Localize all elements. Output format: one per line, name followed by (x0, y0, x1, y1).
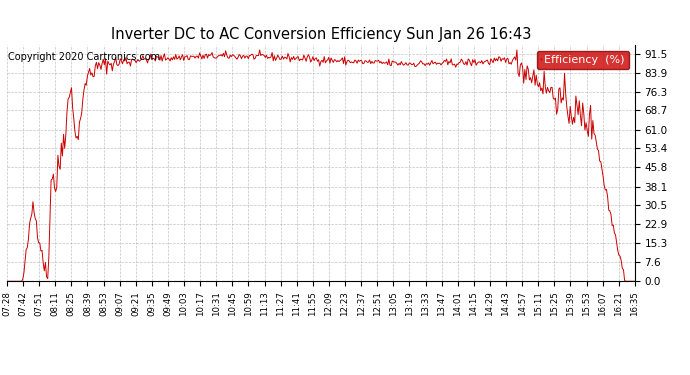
Title: Inverter DC to AC Conversion Efficiency Sun Jan 26 16:43: Inverter DC to AC Conversion Efficiency … (110, 27, 531, 42)
Text: Copyright 2020 Cartronics.com: Copyright 2020 Cartronics.com (8, 52, 160, 62)
Legend: Efficiency  (%): Efficiency (%) (537, 51, 629, 69)
